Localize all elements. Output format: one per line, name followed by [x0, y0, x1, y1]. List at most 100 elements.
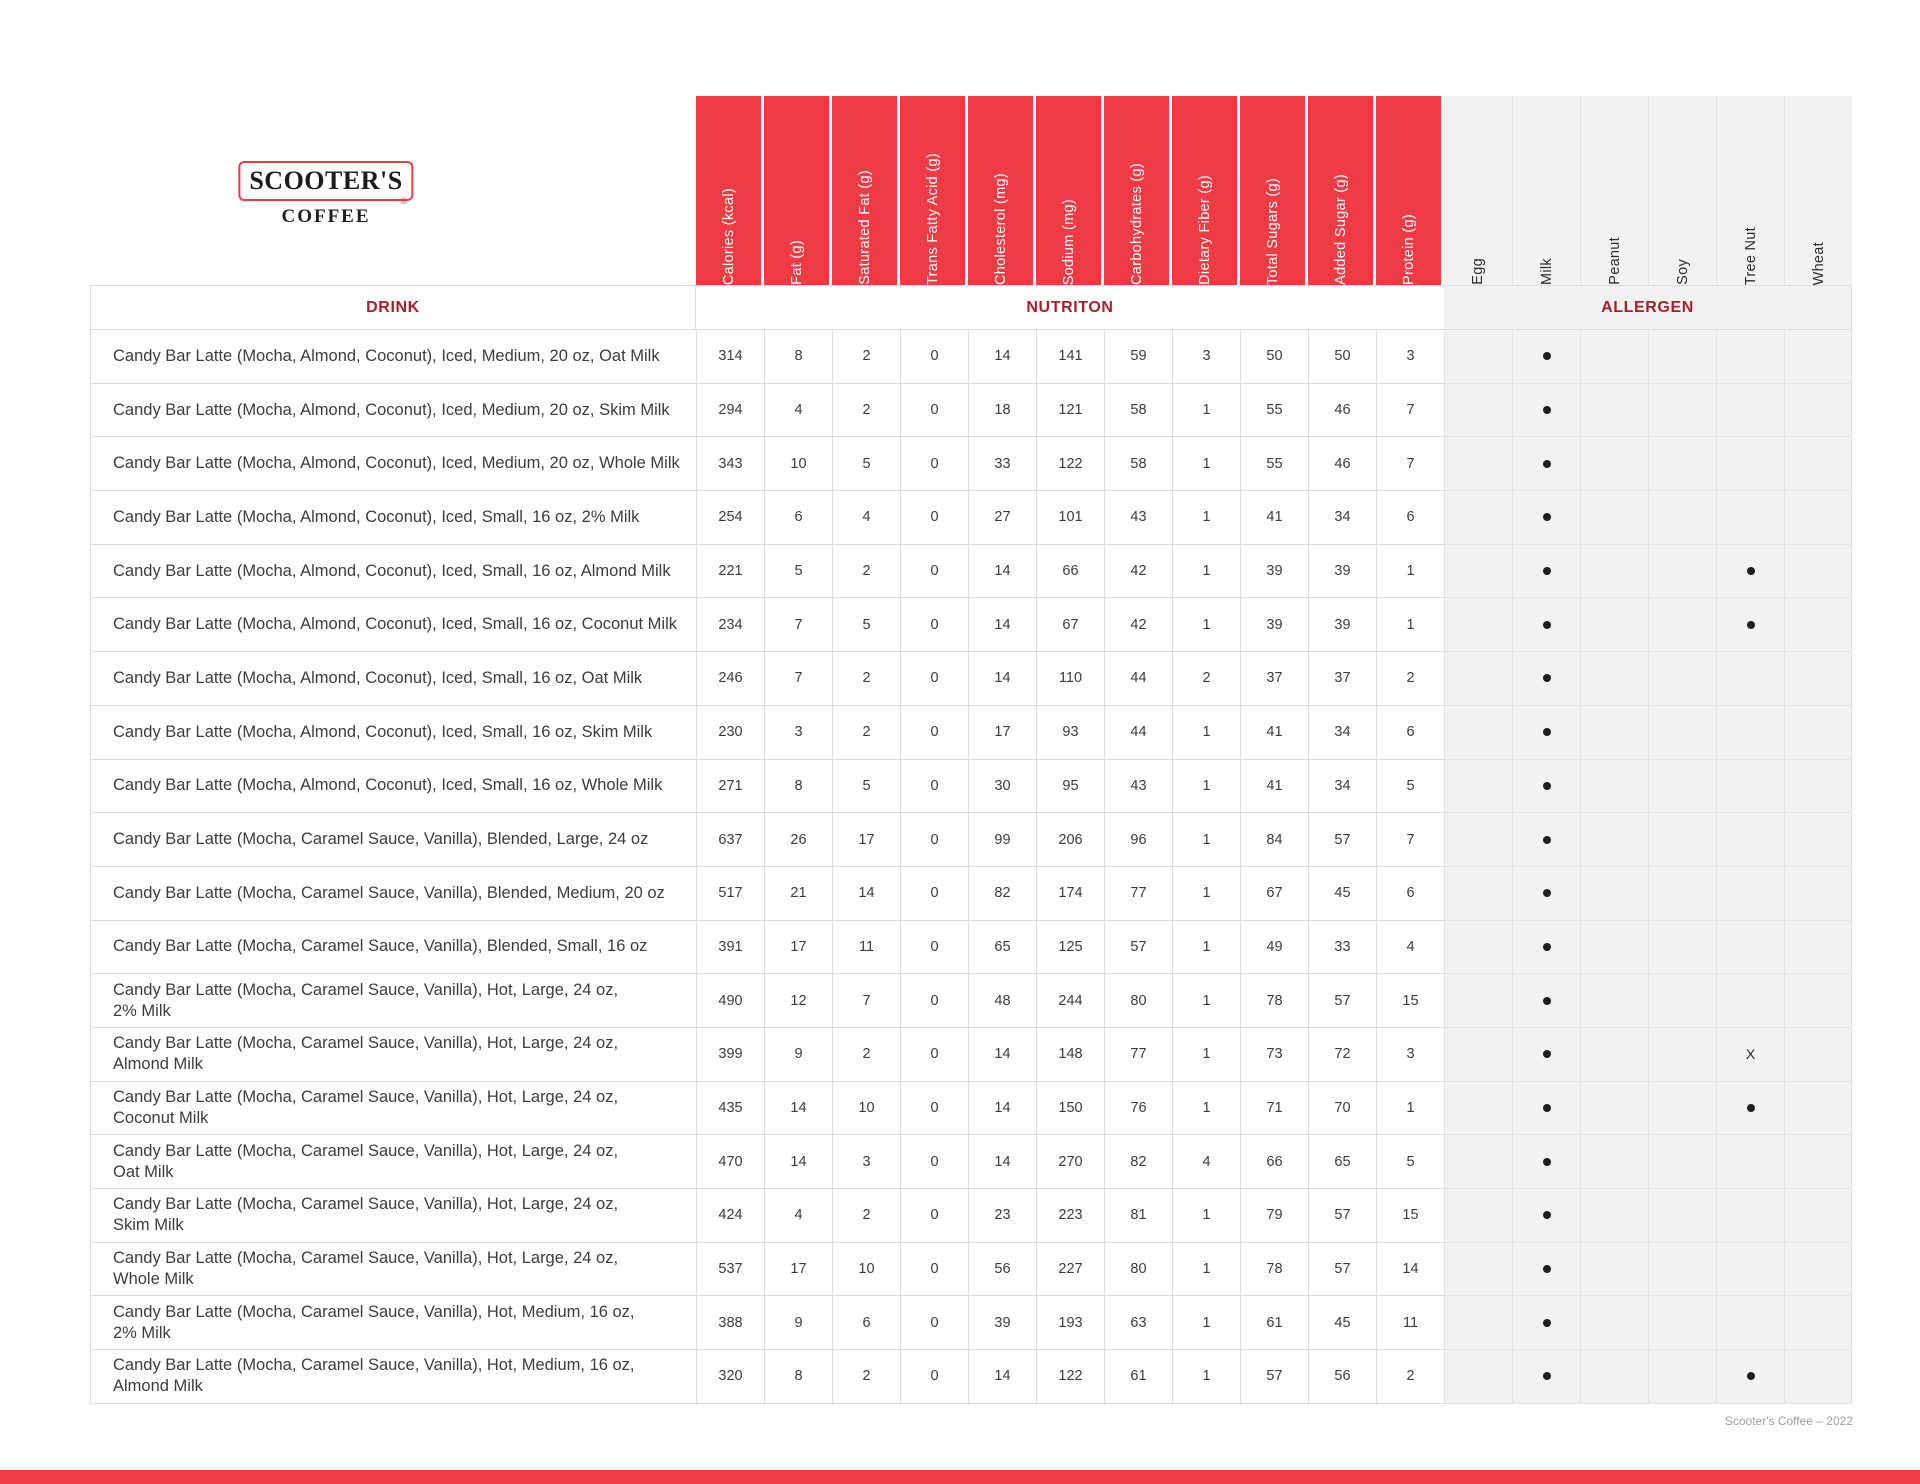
nutrition-value-cell: 26 [764, 813, 832, 867]
nutrition-column-header: Cholesterol (mg) [968, 96, 1036, 285]
nutrition-value-cell: 0 [900, 813, 968, 867]
allergen-cell [1512, 866, 1580, 921]
allergen-cell [1444, 974, 1512, 1028]
nutrition-value-cell: 37 [1240, 652, 1308, 706]
allergen-cell [1716, 1081, 1784, 1136]
allergen-cell [1512, 1242, 1580, 1297]
drink-name-line: Candy Bar Latte (Mocha, Caramel Sauce, V… [113, 1034, 619, 1053]
nutrition-value-cell: 5 [832, 759, 900, 814]
allergen-cell [1580, 383, 1648, 438]
logo-coffee-text: COFFEE [281, 206, 371, 227]
drink-name-cell: Candy Bar Latte (Mocha, Caramel Sauce, V… [90, 1027, 696, 1082]
footer-credit: Scooter's Coffee – 2022 [1724, 1414, 1853, 1428]
allergen-cell [1716, 759, 1784, 814]
nutrition-value-cell: 56 [968, 1242, 1036, 1297]
allergen-cell [1580, 598, 1648, 653]
section-header-nutrition: NUTRITON [696, 285, 1444, 330]
allergen-cell [1580, 491, 1648, 545]
nutrition-value-cell: 65 [1308, 1135, 1376, 1189]
nutrition-value-cell: 14 [1376, 1242, 1444, 1297]
drink-name-cell: Candy Bar Latte (Mocha, Caramel Sauce, V… [90, 920, 696, 975]
allergen-cell [1648, 1189, 1716, 1243]
nutrition-value-cell: 150 [1036, 1081, 1104, 1136]
allergen-cell [1580, 652, 1648, 706]
allergen-column-header: Milk [1512, 96, 1580, 285]
allergen-cell [1784, 330, 1852, 384]
nutrition-value-cell: 11 [832, 920, 900, 975]
nutrition-value-cell: 12 [764, 974, 832, 1028]
nutrition-column-header: Trans Fatty Acid (g) [900, 96, 968, 285]
nutrition-value-cell: 0 [900, 1189, 968, 1243]
drink-name-line: Candy Bar Latte (Mocha, Caramel Sauce, V… [113, 1356, 635, 1375]
nutrition-value-cell: 14 [968, 652, 1036, 706]
allergen-cell [1580, 330, 1648, 384]
nutrition-value-cell: 48 [968, 974, 1036, 1028]
allergen-cell [1580, 759, 1648, 814]
allergen-dot [1542, 728, 1551, 737]
nutrition-value-cell: 2 [832, 383, 900, 438]
allergen-cell [1716, 1242, 1784, 1297]
nutrition-value-cell: 0 [900, 705, 968, 760]
nutrition-value-cell: 9 [764, 1296, 832, 1351]
allergen-cell [1716, 813, 1784, 867]
allergen-dot [1542, 567, 1551, 576]
nutrition-value-cell: 58 [1104, 437, 1172, 492]
nutrition-value-cell: 3 [1376, 330, 1444, 384]
drink-name-line: Candy Bar Latte (Mocha, Caramel Sauce, V… [113, 1087, 619, 1106]
drink-name-line: Candy Bar Latte (Mocha, Caramel Sauce, V… [113, 937, 648, 956]
drink-name-line: Candy Bar Latte (Mocha, Caramel Sauce, V… [113, 1249, 619, 1268]
allergen-dot [1746, 620, 1755, 629]
nutrition-value-cell: 0 [900, 759, 968, 814]
nutrition-value-cell: 101 [1036, 491, 1104, 545]
allergen-cell [1512, 1081, 1580, 1136]
allergen-dot [1746, 567, 1755, 576]
nutrition-column-label: Cholesterol (mg) [992, 173, 1009, 285]
drink-name-cell: Candy Bar Latte (Mocha, Almond, Coconut)… [90, 383, 696, 438]
allergen-cell [1648, 1242, 1716, 1297]
nutrition-value-cell: 0 [900, 652, 968, 706]
nutrition-value-cell: 2 [832, 330, 900, 384]
nutrition-value-cell: 6 [1376, 491, 1444, 545]
allergen-cell [1580, 1242, 1648, 1297]
nutrition-value-cell: 8 [764, 1350, 832, 1404]
allergen-cell [1580, 920, 1648, 975]
drink-name-line: Candy Bar Latte (Mocha, Caramel Sauce, V… [113, 883, 665, 902]
nutrition-value-cell: 0 [900, 544, 968, 599]
allergen-column-header: Egg [1444, 96, 1512, 285]
allergen-cell [1580, 1189, 1648, 1243]
nutrition-value-cell: 1 [1376, 1081, 1444, 1136]
nutrition-value-cell: 65 [968, 920, 1036, 975]
nutrition-value-cell: 490 [696, 974, 764, 1028]
allergen-cell [1716, 866, 1784, 921]
nutrition-value-cell: 34 [1308, 705, 1376, 760]
allergen-dot [1542, 889, 1551, 898]
nutrition-value-cell: 110 [1036, 652, 1104, 706]
allergen-dot [1542, 1103, 1551, 1112]
allergen-column-label: Soy [1674, 259, 1691, 285]
nutrition-value-cell: 0 [900, 1081, 968, 1136]
nutrition-value-cell: 537 [696, 1242, 764, 1297]
nutrition-value-cell: 33 [968, 437, 1036, 492]
allergen-dot [1542, 996, 1551, 1005]
nutrition-value-cell: 1 [1172, 1296, 1240, 1351]
nutrition-value-cell: 96 [1104, 813, 1172, 867]
nutrition-value-cell: 70 [1308, 1081, 1376, 1136]
nutrition-value-cell: 8 [764, 759, 832, 814]
allergen-cell [1784, 705, 1852, 760]
nutrition-value-cell: 7 [764, 598, 832, 653]
nutrition-value-cell: 14 [968, 1135, 1036, 1189]
nutrition-value-cell: 1 [1172, 1350, 1240, 1404]
allergen-cell [1512, 383, 1580, 438]
nutrition-value-cell: 50 [1308, 330, 1376, 384]
allergen-cell [1716, 491, 1784, 545]
allergen-dot [1542, 1372, 1551, 1381]
allergen-dot [1542, 620, 1551, 629]
allergen-cell [1512, 491, 1580, 545]
nutrition-value-cell: 0 [900, 866, 968, 921]
nutrition-column-label: Added Sugar (g) [1332, 174, 1349, 285]
nutrition-value-cell: 0 [900, 1350, 968, 1404]
allergen-cell [1580, 1350, 1648, 1404]
drink-name-line: Candy Bar Latte (Mocha, Almond, Coconut)… [113, 722, 653, 741]
allergen-dot [1542, 835, 1551, 844]
nutrition-value-cell: 72 [1308, 1027, 1376, 1082]
